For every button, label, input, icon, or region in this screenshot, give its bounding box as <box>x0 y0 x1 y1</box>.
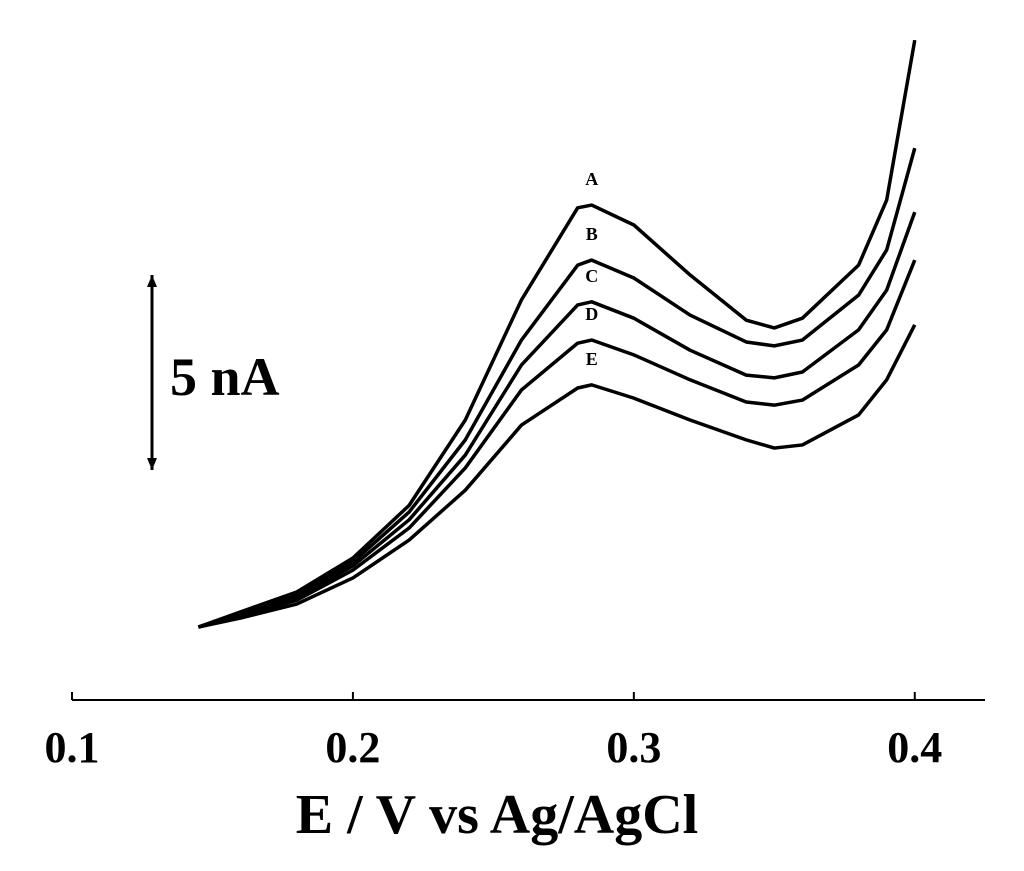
curve-label: B <box>586 224 598 244</box>
x-tick-label: 0.2 <box>325 723 380 772</box>
curve-label: A <box>585 169 598 189</box>
scale-bar-label: 5 nA <box>170 347 280 407</box>
x-tick-label: 0.1 <box>45 723 100 772</box>
curve-label: E <box>586 349 598 369</box>
curve <box>197 259 917 629</box>
curve-label: C <box>585 266 598 286</box>
x-tick-label: 0.4 <box>887 723 942 772</box>
x-tick-label: 0.3 <box>606 723 661 772</box>
curve <box>197 147 917 629</box>
curve <box>197 211 917 629</box>
curve <box>198 324 917 629</box>
curve <box>197 39 917 629</box>
curve-label: D <box>585 304 598 324</box>
x-axis-label: E / V vs Ag/AgCl <box>296 784 698 846</box>
